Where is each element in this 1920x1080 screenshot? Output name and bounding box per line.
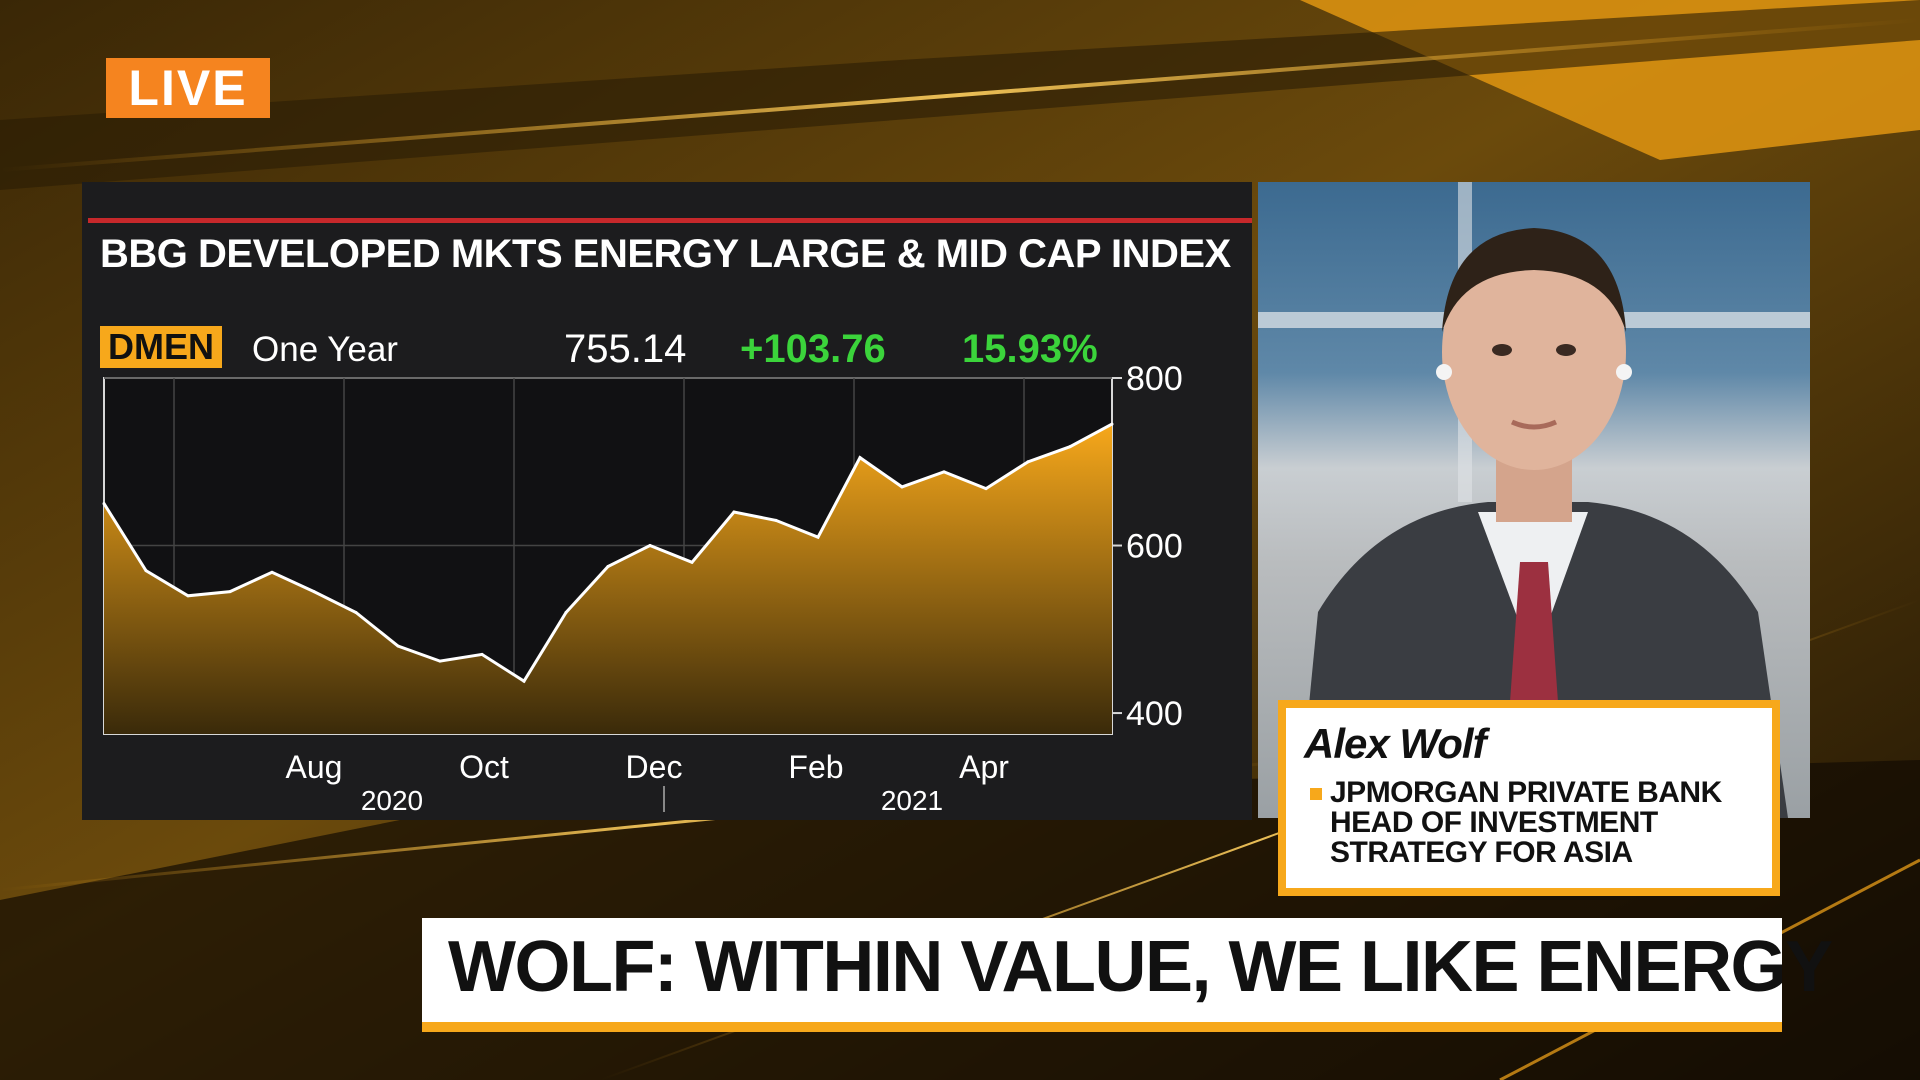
ticker-badge: DMEN	[100, 326, 222, 368]
data-point	[144, 569, 148, 573]
data-point	[228, 590, 232, 594]
guest-title-line: JPMORGAN PRIVATE BANK	[1330, 776, 1722, 809]
data-point	[354, 611, 358, 615]
headline: WOLF: WITHIN VALUE, WE LIKE ENERGY	[448, 927, 1833, 1007]
data-point	[396, 644, 400, 648]
data-point	[690, 560, 694, 564]
data-point	[858, 456, 862, 460]
guest-name: Alex Wolf	[1304, 720, 1487, 767]
x-year-label: 2020	[361, 785, 423, 816]
data-point	[732, 510, 736, 514]
data-point	[438, 659, 442, 663]
data-point	[1026, 460, 1030, 464]
data-point	[984, 487, 988, 491]
data-point	[102, 502, 106, 506]
data-point	[480, 652, 484, 656]
guest-title: JPMORGAN PRIVATE BANK HEAD OF INVESTMENT…	[1330, 778, 1722, 868]
data-point	[1110, 422, 1114, 426]
x-tick-label: Aug	[286, 749, 343, 785]
price-chart: 400 600 800 Aug Oct Dec Feb Apr 2020 2021	[102, 360, 1183, 816]
y-tick-label: 800	[1126, 360, 1183, 398]
data-point	[942, 470, 946, 474]
price-change: +103.76	[740, 327, 886, 371]
chart-period: One Year	[252, 330, 398, 369]
last-price: 755.14	[564, 327, 687, 371]
guest-name-card: Alex Wolf JPMORGAN PRIVATE BANK HEAD OF …	[1278, 700, 1780, 896]
data-point	[900, 485, 904, 489]
y-tick-label: 600	[1126, 528, 1183, 566]
guest-title-line: HEAD OF INVESTMENT	[1330, 806, 1658, 839]
area-fill	[104, 424, 1112, 734]
guest-name-card-body: Alex Wolf JPMORGAN PRIVATE BANK HEAD OF …	[1286, 708, 1772, 888]
lower-third: WOLF: WITHIN VALUE, WE LIKE ENERGY	[422, 918, 1833, 1032]
chart-title: BBG DEVELOPED MKTS ENERGY LARGE & MID CA…	[100, 232, 1231, 276]
data-point	[312, 590, 316, 594]
x-year-label: 2021	[881, 785, 943, 816]
live-badge: LIVE	[106, 58, 270, 118]
x-tick-label: Oct	[459, 749, 509, 785]
data-point	[186, 594, 190, 598]
chart-panel: BBG DEVELOPED MKTS ENERGY LARGE & MID CA…	[82, 182, 1252, 820]
data-point	[564, 611, 568, 615]
bullet-icon	[1310, 788, 1322, 800]
price-change-pct: 15.93%	[962, 327, 1098, 371]
x-tick-label: Feb	[788, 749, 843, 785]
data-point	[270, 570, 274, 574]
data-point	[1068, 445, 1072, 449]
x-tick-label: Apr	[959, 749, 1009, 785]
data-point	[774, 518, 778, 522]
y-tick-label: 400	[1126, 695, 1183, 733]
data-point	[522, 679, 526, 683]
data-point	[648, 544, 652, 548]
x-tick-label: Dec	[626, 749, 683, 785]
data-point	[816, 535, 820, 539]
guest-title-line: STRATEGY FOR ASIA	[1330, 836, 1633, 869]
chart-title-rule	[88, 218, 1252, 223]
data-point	[606, 564, 610, 568]
